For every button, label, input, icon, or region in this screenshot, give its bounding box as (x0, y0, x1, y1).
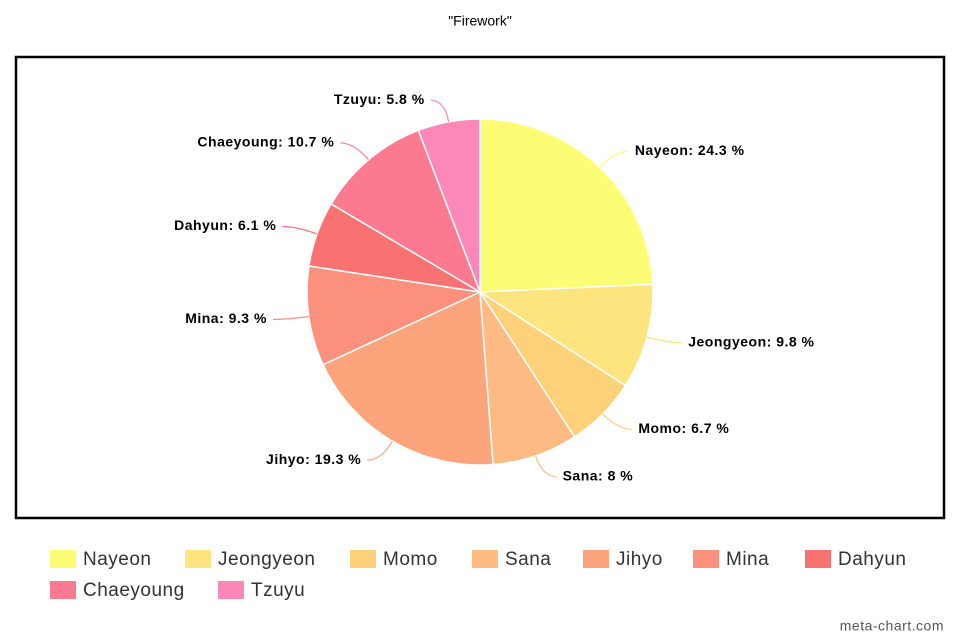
legend-swatch (218, 581, 244, 599)
legend-swatch (185, 550, 211, 568)
data-label: Tzuyu: 5.8 % (334, 91, 425, 107)
leader-line (282, 225, 318, 235)
data-label: Jeongyeon: 9.8 % (688, 334, 814, 350)
legend-label: Nayeon (83, 549, 152, 570)
data-label: Momo: 6.7 % (638, 420, 729, 436)
data-label: Jihyo: 19.3 % (266, 451, 361, 467)
chart-title: "Firework" (448, 13, 512, 29)
watermark: meta-chart.com (840, 618, 944, 634)
leader-line (602, 413, 633, 431)
legend-label: Sana (505, 549, 551, 570)
plot-frame (14, 55, 946, 520)
pie-slice (477, 283, 654, 387)
legend-label: Dahyun (838, 549, 907, 570)
leader-line (646, 336, 683, 344)
leader-line (272, 315, 309, 321)
legend-swatch (350, 550, 376, 568)
pie-slice (330, 129, 482, 294)
pie-slice (322, 290, 494, 466)
leader-line (599, 150, 629, 168)
legend-label: Jihyo (616, 549, 663, 570)
data-label: Nayeon: 24.3 % (635, 142, 745, 158)
legend-swatch (50, 581, 76, 599)
legend-swatch (693, 550, 719, 568)
legend-swatch (472, 550, 498, 568)
leader-line (367, 440, 393, 461)
legend-label: Tzuyu (251, 580, 305, 601)
legend-label: Mina (726, 549, 769, 570)
pie-slice (417, 118, 481, 293)
data-label: Mina: 9.3 % (185, 310, 267, 326)
pie-slice (479, 118, 654, 293)
legend-swatch (583, 550, 609, 568)
data-label: Dahyun: 6.1 % (174, 217, 276, 233)
leader-line (430, 99, 450, 122)
legend-swatch (805, 550, 831, 568)
legend-label: Chaeyoung (83, 580, 185, 601)
data-label: Chaeyoung: 10.7 % (197, 134, 334, 150)
legend-label: Jeongyeon (218, 549, 315, 570)
legend-swatch (50, 550, 76, 568)
legend-label: Momo (383, 549, 438, 570)
data-label: Sana: 8 % (563, 467, 634, 483)
leader-line (340, 142, 369, 161)
leader-line (534, 455, 557, 478)
